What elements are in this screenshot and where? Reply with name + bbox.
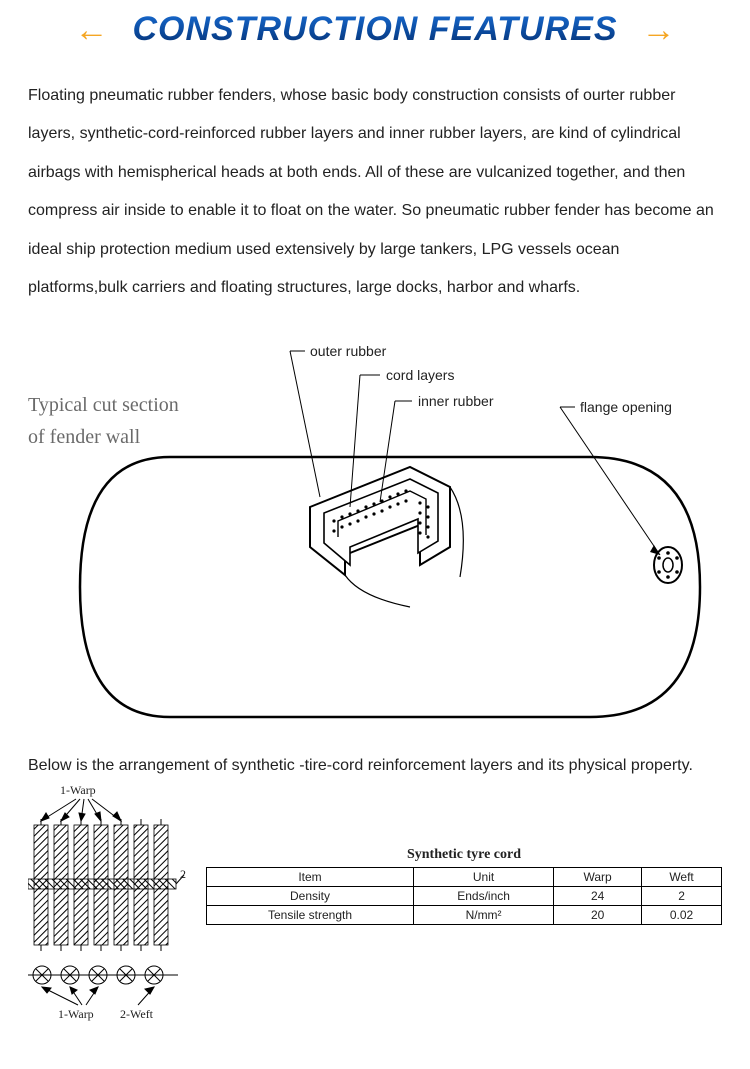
label-cord-layers: cord layers (386, 367, 454, 383)
cell: Tensile strength (207, 906, 414, 925)
cord-table: Item Unit Warp Weft Density Ends/inch 24… (206, 867, 722, 925)
cord-svg (28, 785, 188, 1025)
table-row: Tensile strength N/mm² 20 0.02 (207, 906, 722, 925)
table-title: Synthetic tyre cord (206, 847, 722, 863)
caption-line-2: of fender wall (28, 426, 140, 448)
label-outer-rubber: outer rubber (310, 343, 386, 359)
col-weft: Weft (642, 868, 722, 887)
cell: 24 (554, 887, 642, 906)
cell: Density (207, 887, 414, 906)
label-two: 2 (180, 867, 186, 882)
intro-paragraph: Floating pneumatic rubber fenders, whose… (0, 53, 750, 317)
cord-block: 1-Warp 2 1-Warp 2-Weft Synthetic tyre co… (0, 785, 750, 1050)
label-flange-opening: flange opening (580, 399, 672, 415)
table-header-row: Item Unit Warp Weft (207, 868, 722, 887)
cord-table-wrap: Synthetic tyre cord Item Unit Warp Weft … (206, 785, 722, 925)
label-warp-top: 1-Warp (60, 783, 96, 798)
cell: 0.02 (642, 906, 722, 925)
label-weft-bottom: 2-Weft (120, 1007, 153, 1022)
cord-diagram: 1-Warp 2 1-Warp 2-Weft (28, 785, 188, 1030)
page-header: ← CONSTRUCTION FEATURES → (0, 0, 750, 53)
arrow-left-icon: ← (74, 13, 108, 47)
page-title: CONSTRUCTION FEATURES (132, 10, 617, 49)
table-row: Density Ends/inch 24 2 (207, 887, 722, 906)
cell: N/mm² (414, 906, 554, 925)
caption-line-1: Typical cut section (28, 394, 179, 416)
diagram-caption: Typical cut section of fender wall (28, 389, 179, 453)
col-unit: Unit (414, 868, 554, 887)
arrow-right-icon: → (642, 13, 676, 47)
fender-diagram: Typical cut section of fender wall outer… (0, 327, 750, 737)
label-inner-rubber: inner rubber (418, 393, 494, 409)
cell: 20 (554, 906, 642, 925)
col-item: Item (207, 868, 414, 887)
cell: 2 (642, 887, 722, 906)
cell: Ends/inch (414, 887, 554, 906)
label-warp-bottom: 1-Warp (58, 1007, 94, 1022)
col-warp: Warp (554, 868, 642, 887)
sub-paragraph: Below is the arrangement of synthetic -t… (0, 737, 750, 785)
